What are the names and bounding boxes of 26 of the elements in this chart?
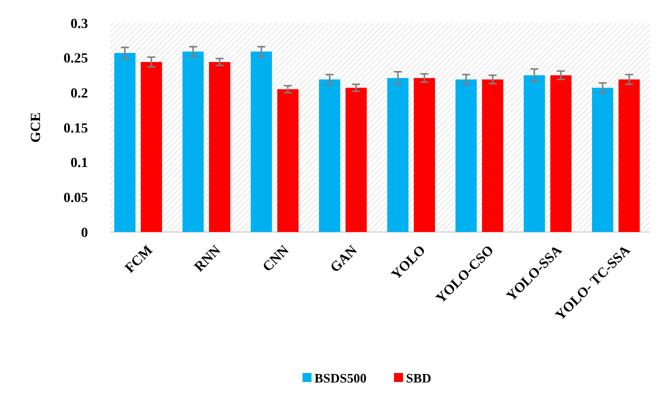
bar xyxy=(414,78,436,232)
y-tick-label: 0.05 xyxy=(64,191,88,206)
bar xyxy=(550,75,572,232)
legend-label: SBD xyxy=(406,370,432,386)
y-axis-title: GCE xyxy=(29,112,44,143)
bar xyxy=(618,79,640,232)
y-tick-label: 0.1 xyxy=(70,156,88,172)
bar xyxy=(114,52,136,232)
bar xyxy=(524,75,545,232)
bar xyxy=(209,62,230,232)
bar xyxy=(140,62,162,232)
bar xyxy=(482,79,504,232)
bar xyxy=(277,89,299,232)
y-tick-label: 0.25 xyxy=(64,52,88,67)
bar xyxy=(455,79,477,232)
y-tick-label: 0.15 xyxy=(64,121,88,136)
y-tick-label: 0.3 xyxy=(70,16,88,32)
bar xyxy=(318,79,340,232)
y-tick-label: 0.2 xyxy=(70,86,88,102)
bar xyxy=(387,78,408,232)
y-tick-label: 0 xyxy=(81,226,88,241)
legend-label: BSDS500 xyxy=(314,370,367,386)
bar xyxy=(592,88,614,232)
bar xyxy=(346,88,367,232)
bar xyxy=(182,52,204,232)
bar xyxy=(250,52,272,232)
